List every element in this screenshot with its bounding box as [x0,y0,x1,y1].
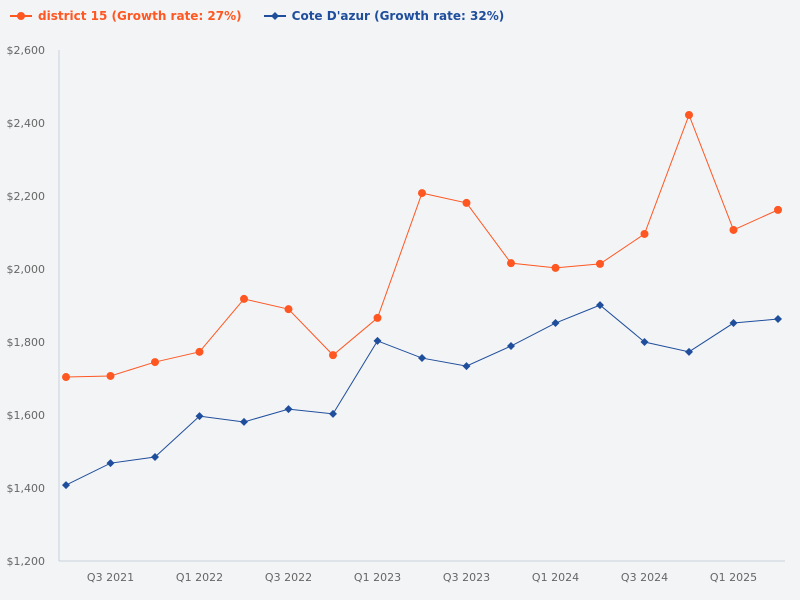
data-point [284,305,293,314]
data-point [462,362,471,371]
series-line-0 [65,113,779,378]
y-tick-label: $1,600 [7,409,46,422]
data-point [507,259,515,268]
data-point [373,313,382,322]
y-tick-label: $2,600 [7,44,46,57]
data-point [774,315,782,324]
data-point [62,481,70,490]
data-point [418,189,426,198]
x-tick-label: Q3 2022 [265,571,312,584]
legend-item-district-15[interactable]: district 15 (Growth rate: 27%) [10,9,242,23]
data-point [195,347,204,356]
y-tick-label: $1,200 [7,555,46,568]
data-point [151,358,159,367]
y-tick-label: $1,400 [7,482,46,495]
data-point [373,336,382,345]
diamond-marker-icon [263,12,286,20]
data-point [729,225,738,234]
x-tick-label: Q1 2024 [532,571,579,584]
data-point [240,294,248,303]
data-point [640,338,649,346]
data-point [685,110,693,119]
data-point [551,319,560,328]
y-tick-label: $1,800 [7,336,46,349]
x-tick-label: Q3 2021 [87,571,134,584]
data-point [329,351,337,360]
data-point [774,205,782,214]
y-tick-label: $2,400 [7,117,46,130]
legend: district 15 (Growth rate: 27%) Cote D'az… [10,9,504,23]
circle-marker-icon [10,12,32,20]
data-point [106,459,115,468]
x-tick-label: Q1 2025 [710,571,757,584]
data-point [418,354,426,363]
x-tick-label: Q3 2023 [443,571,490,584]
data-point [551,263,560,272]
legend-label: district 15 (Growth rate: 27%) [38,9,242,23]
data-point [596,301,604,310]
series-line-1 [65,304,779,486]
data-point [329,409,337,418]
data-point [640,229,649,238]
y-tick-label: $2,200 [7,190,46,203]
data-point [106,371,115,380]
data-point [240,417,248,426]
legend-item-cote-dazur[interactable]: Cote D'azur (Growth rate: 32%) [263,9,505,23]
x-tick-label: Q1 2023 [354,571,401,584]
data-point [195,412,204,421]
data-point [462,198,471,207]
data-point [729,319,738,328]
data-point [151,452,159,461]
data-point [62,373,70,382]
data-point [685,347,693,356]
data-point [507,342,515,351]
data-point [596,259,604,268]
y-tick-label: $2,000 [7,263,46,276]
legend-label: Cote D'azur (Growth rate: 32%) [291,9,505,23]
x-tick-label: Q3 2024 [621,571,668,584]
data-point [284,405,293,414]
x-tick-label: Q1 2022 [176,571,223,584]
